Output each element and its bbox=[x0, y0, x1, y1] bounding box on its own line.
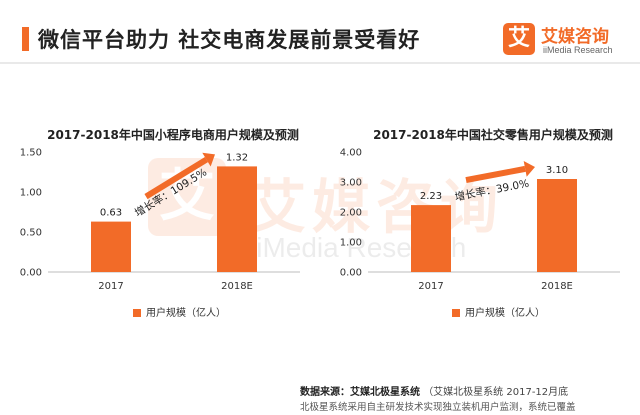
chart-1-legend: 用户规模（亿人） bbox=[133, 304, 226, 319]
source-detail: （艾媒北极星系统 bbox=[423, 387, 504, 398]
y-tick-label: 0.00 bbox=[20, 268, 42, 279]
chart-2-legend-label: 用户规模（亿人） bbox=[465, 308, 545, 319]
source-extra: 2017-12月底 bbox=[506, 387, 569, 398]
chart-2-legend-swatch bbox=[452, 309, 460, 317]
growth-arrow-head bbox=[202, 152, 215, 167]
x-tick-label: 2018E bbox=[541, 281, 573, 292]
chart-1-title: 2017-2018年中国小程序电商用户规模及预测 bbox=[47, 128, 299, 142]
y-tick-label: 1.00 bbox=[340, 238, 362, 249]
y-tick-label: 0.00 bbox=[340, 268, 362, 279]
y-tick-label: 2.00 bbox=[340, 208, 362, 219]
bar bbox=[411, 205, 451, 272]
brand-logo-icon: 艾 bbox=[503, 23, 535, 55]
bar bbox=[217, 166, 257, 272]
chart-1: 0.00 0.50 1.00 1.50 0.63 2017 1.32 2018E 增长率：109… bbox=[20, 148, 300, 292]
y-tick-label: 1.50 bbox=[20, 148, 42, 159]
header-divider bbox=[0, 62, 640, 64]
y-tick-label: 1.00 bbox=[20, 188, 42, 199]
bar bbox=[91, 221, 131, 272]
growth-annotation: 增长率：39.0% bbox=[454, 177, 530, 204]
x-tick-label: 2017 bbox=[98, 281, 123, 292]
data-label: 3.10 bbox=[546, 165, 568, 176]
source-line: 数据来源：艾媒北极星系统 （艾媒北极星系统 2017-12月底 bbox=[300, 383, 568, 398]
growth-annotation: 增长率：109.5% bbox=[132, 166, 209, 220]
brand-name: 艾媒咨询 bbox=[541, 27, 609, 47]
x-tick-label: 2018E bbox=[221, 281, 253, 292]
brand-logo: 艾 艾媒咨询 iiMedia Research bbox=[503, 22, 633, 60]
chart-1-legend-label: 用户规模（亿人） bbox=[146, 308, 226, 319]
data-label: 1.32 bbox=[226, 152, 248, 163]
data-label: 2.23 bbox=[420, 191, 442, 202]
source-note: 北极星系统采用自主研发技术实现独立装机用户监测，系统已覆盖 bbox=[300, 402, 576, 413]
y-tick-label: 4.00 bbox=[340, 148, 362, 159]
bar bbox=[537, 179, 577, 272]
y-tick-label: 3.00 bbox=[340, 178, 362, 189]
title-accent-bar bbox=[22, 27, 29, 51]
growth-arrow-shaft bbox=[465, 165, 526, 184]
chart-2-title: 2017-2018年中国社交零售用户规模及预测 bbox=[373, 128, 613, 142]
growth-arrow-shaft bbox=[144, 157, 209, 200]
chart-1-legend-swatch bbox=[133, 309, 141, 317]
source-label: 数据来源：艾媒北极星系统 bbox=[300, 387, 420, 398]
y-tick-label: 0.50 bbox=[20, 228, 42, 239]
x-tick-label: 2017 bbox=[418, 281, 443, 292]
chart-2-legend: 用户规模（亿人） bbox=[452, 304, 545, 319]
growth-arrow-head bbox=[523, 161, 535, 177]
chart-2: 0.00 1.00 2.00 3.00 4.00 2.23 2017 3.10 2018E 增长率… bbox=[340, 148, 620, 292]
brand-subtitle: iiMedia Research bbox=[543, 45, 613, 55]
page-title: 微信平台助力 社交电商发展前景受看好 bbox=[38, 28, 421, 52]
data-label: 0.63 bbox=[100, 208, 122, 219]
